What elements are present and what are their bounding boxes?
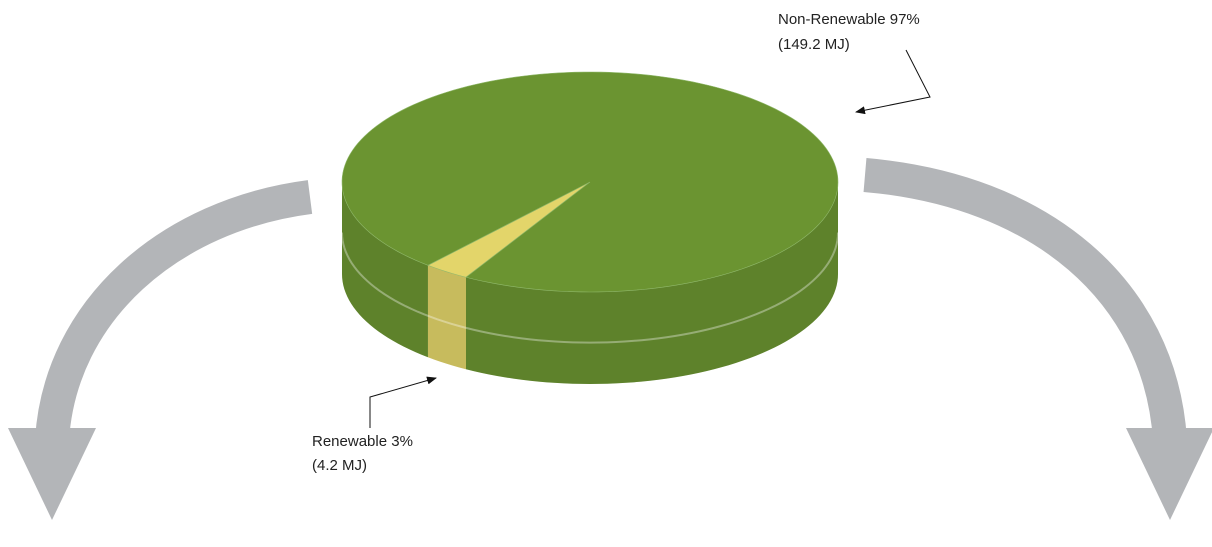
slice-top	[427, 181, 591, 278]
slice-label: Non-Renewable 97%	[778, 11, 920, 28]
flow-arrow-right-head	[1126, 428, 1212, 520]
energy-label: (149.2 MJ)	[778, 36, 850, 53]
leader-line	[855, 49, 931, 115]
flow-arrow-left	[35, 180, 313, 442]
slice-label: Renewable 3%	[312, 433, 413, 450]
slice-side-shade	[466, 182, 838, 384]
leader-line	[369, 376, 437, 428]
slice-side-shade	[342, 182, 428, 358]
slice-side-shade	[427, 265, 466, 370]
rim-groove	[341, 232, 839, 344]
flow-arrow-right	[863, 158, 1187, 442]
energy-label: (4.2 MJ)	[312, 457, 367, 474]
slice-side	[342, 182, 428, 358]
flow-arrow-left-head	[8, 428, 96, 520]
pie	[341, 71, 839, 384]
slice-side	[466, 182, 838, 384]
slice-top	[341, 71, 839, 293]
slice-side	[427, 265, 466, 370]
